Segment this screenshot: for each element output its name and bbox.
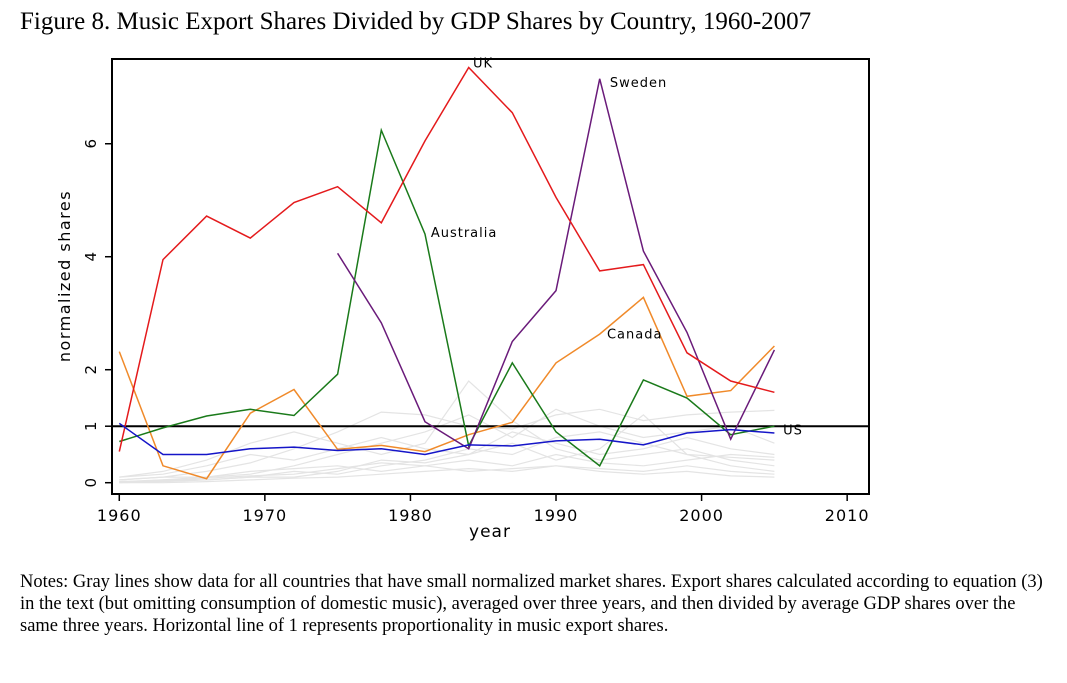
series-line-canada: [118, 296, 775, 480]
series-labels: UK Sweden Australia Canada US: [431, 56, 803, 439]
x-axis-label: year: [469, 522, 511, 542]
series-line-other-country: [119, 462, 775, 483]
line-chart: 1960 1970 1980 1990 2000 2010 0 1 2 4 6 UK Sweden Au…: [55, 56, 870, 542]
y-tick-label: 6: [82, 139, 100, 149]
figure-notes: Notes: Gray lines show data for all coun…: [20, 572, 1043, 636]
series-line-other-country: [119, 453, 775, 481]
x-tick-label: 1960: [97, 506, 142, 525]
series-label-australia: Australia: [431, 226, 498, 241]
y-tick-label: 4: [82, 252, 100, 262]
series-label-us: US: [783, 424, 803, 439]
series-line-other-country: [119, 465, 775, 484]
y-tick-label: 0: [82, 478, 100, 488]
x-tick-label: 1970: [242, 506, 287, 525]
x-tick-label: 1990: [534, 506, 579, 525]
series-line-sweden: [336, 78, 776, 450]
series-line-other-country: [119, 431, 775, 484]
x-tick-label: 2000: [679, 506, 724, 525]
y-axis-label: normalized shares: [55, 190, 74, 362]
series-label-canada: Canada: [607, 328, 662, 343]
y-tick-label: 2: [82, 365, 100, 375]
x-tick-label: 2010: [825, 506, 870, 525]
series-line-uk: [118, 66, 775, 452]
series-label-uk: UK: [473, 56, 493, 71]
figure-title: Figure 8. Music Export Shares Divided by…: [20, 8, 812, 35]
series-line-other-country: [119, 408, 775, 481]
series-line-other-country: [119, 431, 775, 478]
series-line-australia: [119, 127, 775, 467]
plot-frame: [111, 58, 870, 495]
series-line-us: [118, 422, 775, 456]
axis-ticks: 1960 1970 1980 1990 2000 2010 0 1 2 4 6: [82, 139, 870, 525]
x-tick-label: 1980: [388, 506, 433, 525]
y-tick-label: 1: [82, 421, 100, 431]
series-label-sweden: Sweden: [610, 76, 667, 91]
series-layer: [112, 66, 869, 484]
